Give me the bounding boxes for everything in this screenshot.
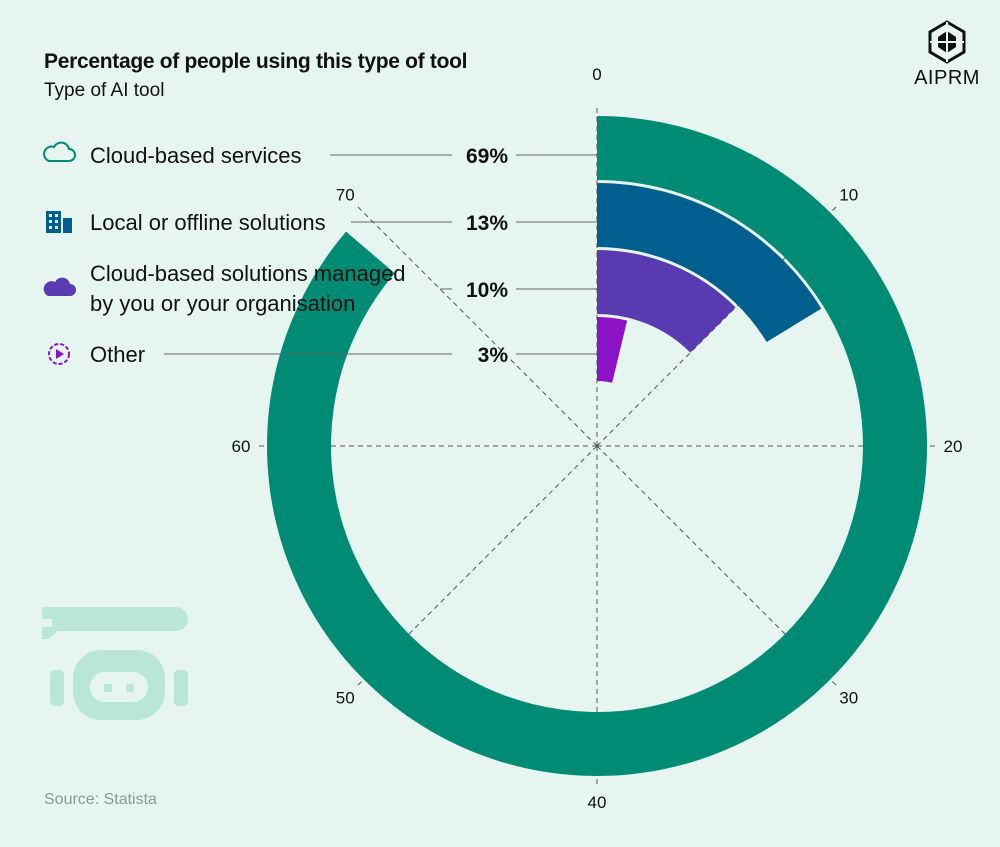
brand-name: AIPRM [914, 67, 980, 89]
tick-labels: 0 10 20 30 40 50 60 70 [232, 65, 963, 812]
legend-label: Other [90, 342, 145, 367]
legend-label: Cloud-based solutions managed [90, 261, 406, 286]
tick-label: 60 [232, 437, 251, 456]
tick-label: 0 [592, 65, 601, 84]
aiprm-logo-icon [928, 20, 966, 64]
legend: Cloud-based services 69% Local or offline … [43, 141, 597, 367]
bar-2 [597, 183, 822, 343]
robot-wrench-icon [42, 607, 188, 720]
value-label: 69% [466, 145, 508, 168]
bar-3 [597, 250, 736, 353]
tick-label: 10 [839, 185, 858, 204]
bar-4 [597, 317, 628, 383]
chart-title: Percentage of people using this type of … [44, 50, 467, 73]
tick-label: 40 [588, 793, 607, 812]
gear-play-icon [48, 343, 70, 365]
legend-label: by you or your organisation [90, 291, 355, 316]
legend-label: Local or offline solutions [90, 210, 326, 235]
value-label: 3% [478, 344, 509, 367]
value-label: 13% [466, 212, 508, 235]
legend-label: Cloud-based services [90, 143, 302, 168]
cloud-outline-icon [43, 141, 76, 162]
value-label: 10% [466, 279, 508, 302]
building-icon [46, 211, 72, 233]
bars-group [266, 116, 927, 776]
tick-label: 70 [336, 185, 355, 204]
source-note: Source: Statista [44, 791, 157, 808]
chart-subtitle: Type of AI tool [44, 80, 164, 101]
tick-label: 30 [839, 689, 858, 708]
tick-label: 20 [944, 437, 963, 456]
grid-spoke [356, 205, 598, 447]
tick-label: 50 [336, 689, 355, 708]
cloud-solid-icon [43, 277, 76, 296]
